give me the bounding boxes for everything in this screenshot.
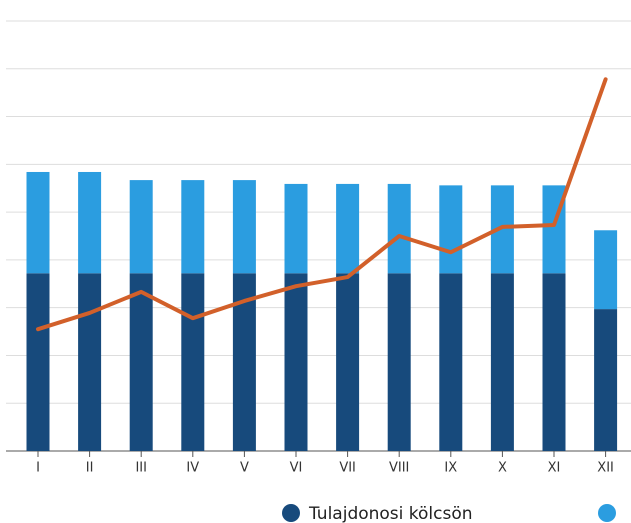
bar-segment <box>181 180 205 274</box>
x-tick-label: XII <box>597 461 614 476</box>
bar-segment <box>181 273 205 451</box>
legend-marker <box>598 504 616 522</box>
x-tick-label: IV <box>186 461 199 476</box>
x-tick-label: VI <box>290 461 303 476</box>
bar-segment <box>129 180 153 274</box>
legend-marker <box>282 504 300 522</box>
bar-segment <box>232 273 256 451</box>
bar-segment <box>284 273 308 451</box>
bar-segment <box>336 183 360 274</box>
bar-segment <box>594 230 618 310</box>
bar-segment <box>26 171 50 274</box>
x-tick-label: I <box>36 461 40 476</box>
bar-segment <box>78 171 102 274</box>
bar-segment <box>439 273 463 451</box>
x-tick-label: X <box>498 461 507 476</box>
bar-segment <box>490 273 514 451</box>
bar-segment <box>387 183 411 274</box>
bar-segment <box>490 185 514 274</box>
bar-segment <box>387 273 411 451</box>
bar-segment <box>439 185 463 274</box>
x-tick-label: II <box>86 461 94 476</box>
line-series <box>36 77 608 332</box>
bar-segment <box>284 183 308 274</box>
x-tick-label: VII <box>339 461 356 476</box>
bar-segment <box>594 309 618 451</box>
bar-segment <box>336 273 360 451</box>
legend-label: Tulajdonosi kölcsön <box>308 504 473 523</box>
bar-segment <box>26 273 50 451</box>
x-tick-label: VIII <box>389 461 409 476</box>
bar-segment <box>78 273 102 451</box>
x-tick-label: XI <box>548 461 561 476</box>
x-tick-label: IX <box>444 461 457 476</box>
bar-segment <box>542 273 566 451</box>
bar-segment <box>129 273 153 451</box>
bar-segment <box>232 180 256 274</box>
x-tick-label: V <box>240 461 249 476</box>
x-tick-label: III <box>135 461 147 476</box>
